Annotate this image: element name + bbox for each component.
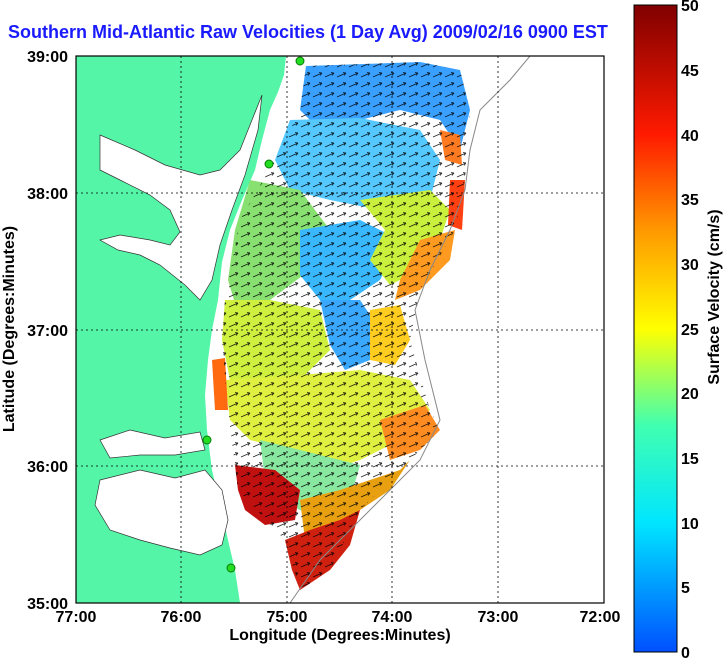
station-marker — [226, 563, 236, 573]
station-marker — [295, 56, 305, 66]
x-tick-label: 77:00 — [56, 609, 97, 626]
bathymetry-contour — [289, 56, 531, 603]
y-tick-label: 39:00 — [27, 49, 68, 66]
x-tick-label: 76:00 — [161, 609, 202, 626]
x-tick-label: 73:00 — [478, 609, 519, 626]
colorbar-tick-label: 45 — [681, 63, 699, 80]
station-marker — [264, 159, 274, 169]
colorbar-scale — [633, 4, 678, 653]
colorbar-tick-label: 35 — [681, 192, 699, 209]
y-axis-label: Latitude (Degrees:Minutes) — [1, 226, 18, 432]
colorbar-tick-label: 25 — [681, 322, 699, 339]
x-tick-label: 74:00 — [372, 609, 413, 626]
colorbar-tick-label: 5 — [681, 580, 690, 597]
colorbar-label: Surface Velocity (cm/s) — [706, 209, 723, 384]
x-axis-label: Longitude (Degrees:Minutes) — [229, 627, 450, 644]
pamlico-sound — [94, 469, 229, 556]
colorbar-tick-label: 10 — [681, 516, 699, 533]
y-tick-label: 35:00 — [27, 596, 68, 613]
velocity-field — [212, 62, 470, 590]
y-tick-label: 36:00 — [27, 459, 68, 476]
y-axis: 39:00 38:00 37:00 36:00 35:00 Latitude (… — [1, 49, 68, 613]
y-tick-label: 37:00 — [27, 323, 68, 340]
colorbar-tick-label: 30 — [681, 257, 699, 274]
grid — [76, 56, 604, 603]
x-tick-label: 75:00 — [267, 609, 308, 626]
radar-stations — [202, 56, 305, 573]
y-tick-label: 38:00 — [27, 186, 68, 203]
colorbar: 50 45 40 35 30 25 20 15 10 5 0 Surface V… — [633, 0, 723, 659]
colorbar-tick-label: 40 — [681, 128, 699, 145]
x-axis: 77:00 76:00 75:00 74:00 73:00 72:00 Long… — [56, 609, 621, 644]
station-marker — [202, 435, 212, 445]
colorbar-tick-label: 15 — [681, 451, 699, 468]
x-tick-label: 72:00 — [580, 609, 621, 626]
colorbar-tick-label: 20 — [681, 386, 699, 403]
map-title: Southern Mid-Atlantic Raw Velocities (1 … — [8, 22, 608, 42]
albemarle-sound — [99, 429, 206, 459]
colorbar-tick-label: 0 — [681, 645, 690, 659]
colorbar-tick-label: 50 — [681, 0, 699, 15]
